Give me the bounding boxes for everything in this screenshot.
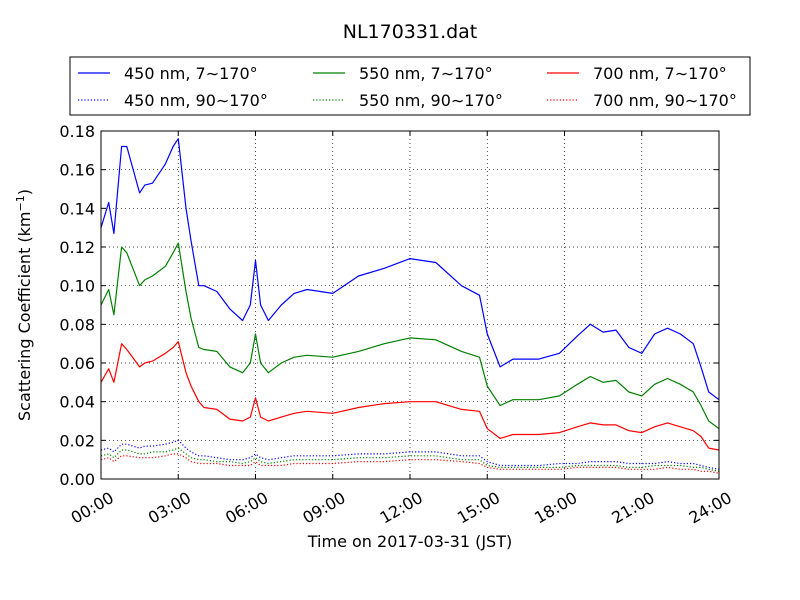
legend-label: 700 nm, 90∼170°: [593, 91, 737, 110]
y-axis-label-end: ): [15, 189, 34, 195]
series-line: [100, 447, 720, 472]
y-tick-label: 0.04: [59, 393, 95, 412]
y-axis-label: Scattering Coefficient (km−1): [14, 189, 34, 421]
series-line: [100, 453, 720, 474]
legend-label: 550 nm, 90∼170°: [359, 91, 503, 110]
y-axis-label-superscript: −1: [14, 195, 27, 211]
y-tick-label: 0.16: [59, 161, 95, 180]
series-line: [100, 138, 720, 401]
legend-label: 450 nm, 7∼170°: [124, 64, 258, 83]
legend: 450 nm, 7∼170° 550 nm, 7∼170° 700 nm, 7∼17…: [69, 56, 751, 116]
y-axis-label-main: Scattering Coefficient (km: [15, 211, 34, 421]
x-axis-label: Time on 2017-03-31 (JST): [307, 532, 512, 551]
y-tick-label: 0.14: [59, 199, 95, 218]
legend-label: 700 nm, 7∼170°: [593, 64, 727, 83]
series-line: [100, 242, 720, 430]
series-line: [100, 341, 720, 451]
legend-label: 450 nm, 90∼170°: [124, 91, 268, 110]
y-tick-label: 0.02: [59, 431, 95, 450]
legend-frame: [69, 56, 751, 116]
y-tick-label: 0.08: [59, 315, 95, 334]
y-tick-label: 0.18: [59, 122, 95, 141]
chart-title: NL170331.dat: [343, 21, 478, 43]
y-tick-label: 0.10: [59, 277, 95, 296]
legend-label: 550 nm, 7∼170°: [359, 64, 493, 83]
y-tick-label: 0.06: [59, 354, 95, 373]
y-tick-label: 0.12: [59, 238, 95, 257]
series-line: [100, 439, 720, 470]
y-tick-label: 0.00: [59, 470, 95, 489]
